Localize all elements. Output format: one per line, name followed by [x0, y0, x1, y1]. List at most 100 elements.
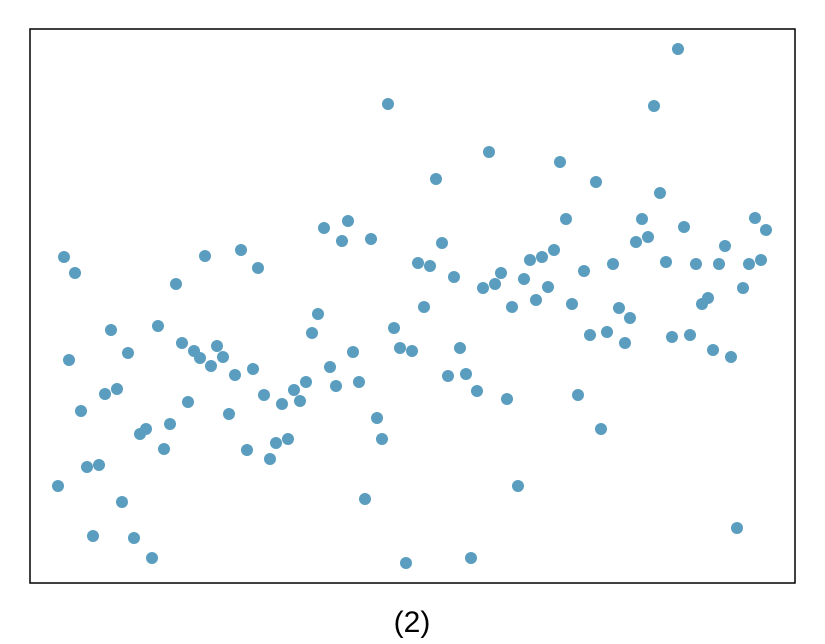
point	[707, 344, 719, 356]
point	[176, 337, 188, 349]
plot-frame	[29, 28, 796, 584]
point	[294, 395, 306, 407]
point	[648, 100, 660, 112]
point	[548, 244, 560, 256]
point	[75, 405, 87, 417]
point	[300, 376, 312, 388]
point	[223, 408, 235, 420]
point	[448, 271, 460, 283]
point	[755, 254, 767, 266]
point	[702, 292, 714, 304]
point	[524, 254, 536, 266]
point	[654, 187, 666, 199]
point	[158, 443, 170, 455]
point	[418, 301, 430, 313]
point	[182, 396, 194, 408]
point	[282, 433, 294, 445]
point	[93, 459, 105, 471]
point	[105, 324, 117, 336]
point	[560, 213, 572, 225]
point	[382, 98, 394, 110]
point	[122, 347, 134, 359]
point	[454, 342, 466, 354]
point	[749, 212, 761, 224]
point	[140, 423, 152, 435]
x-axis-label: (2)	[394, 606, 431, 639]
point	[465, 552, 477, 564]
point	[258, 389, 270, 401]
point	[217, 351, 229, 363]
point	[424, 260, 436, 272]
point	[642, 231, 654, 243]
point	[530, 294, 542, 306]
point	[241, 444, 253, 456]
point	[58, 251, 70, 263]
point	[731, 522, 743, 534]
point	[542, 281, 554, 293]
point	[660, 256, 672, 268]
point	[146, 552, 158, 564]
point	[442, 370, 454, 382]
point	[430, 173, 442, 185]
point	[336, 235, 348, 247]
point	[666, 331, 678, 343]
point	[518, 273, 530, 285]
point	[63, 354, 75, 366]
point	[111, 383, 123, 395]
point	[578, 265, 590, 277]
point	[388, 322, 400, 334]
point	[81, 461, 93, 473]
point	[359, 493, 371, 505]
point	[312, 308, 324, 320]
point	[116, 496, 128, 508]
point	[52, 480, 64, 492]
point	[276, 398, 288, 410]
point	[406, 345, 418, 357]
point	[607, 258, 619, 270]
point	[584, 329, 596, 341]
point	[713, 258, 725, 270]
point	[99, 388, 111, 400]
point	[347, 346, 359, 358]
point	[247, 363, 259, 375]
point	[760, 224, 772, 236]
point	[199, 250, 211, 262]
point	[436, 237, 448, 249]
point	[365, 233, 377, 245]
point	[318, 222, 330, 234]
point	[412, 257, 424, 269]
point	[371, 412, 383, 424]
point	[512, 480, 524, 492]
point	[483, 146, 495, 158]
point	[205, 360, 217, 372]
point	[306, 327, 318, 339]
point	[394, 342, 406, 354]
point	[342, 215, 354, 227]
point	[194, 352, 206, 364]
point	[506, 301, 518, 313]
point	[737, 282, 749, 294]
point	[624, 312, 636, 324]
point	[471, 385, 483, 397]
point	[725, 351, 737, 363]
point	[619, 337, 631, 349]
point	[128, 532, 140, 544]
point	[400, 557, 412, 569]
point	[743, 258, 755, 270]
point	[636, 213, 648, 225]
point	[235, 244, 247, 256]
point	[69, 267, 81, 279]
point	[690, 258, 702, 270]
point	[719, 240, 731, 252]
point	[672, 43, 684, 55]
point	[460, 368, 472, 380]
point	[288, 384, 300, 396]
point	[613, 302, 625, 314]
point	[630, 236, 642, 248]
point	[164, 418, 176, 430]
point	[330, 380, 342, 392]
point	[229, 369, 241, 381]
point	[170, 278, 182, 290]
